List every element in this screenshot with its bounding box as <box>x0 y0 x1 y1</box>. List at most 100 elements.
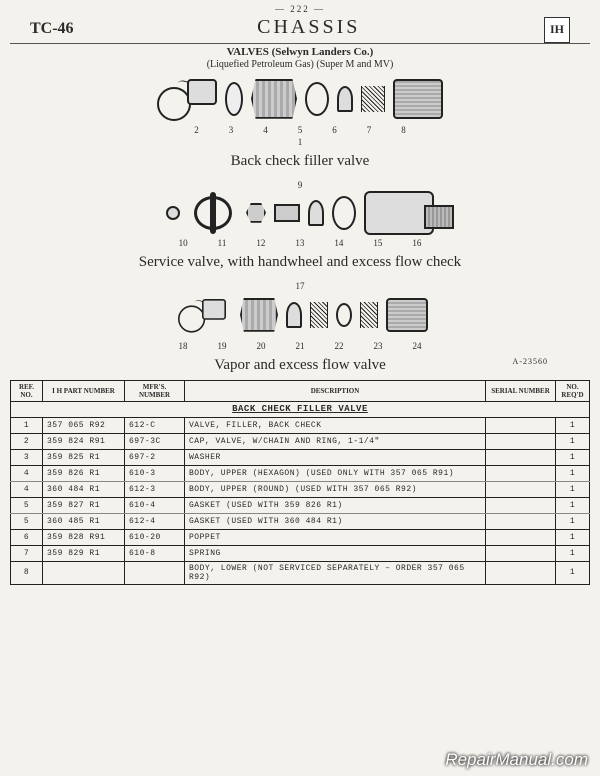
table-cell: 3 <box>11 449 43 465</box>
table-row: 1357 065 R92612-CValve, filler, back che… <box>11 417 590 433</box>
subtitle-2: (Liquefied Petroleum Gas) (Super M and M… <box>0 59 600 71</box>
cap-chain-icon <box>157 75 217 123</box>
table-cell: 1 <box>556 449 590 465</box>
table-row: 8 Body, lower (not serviced separately – … <box>11 561 590 584</box>
diagram-vapor-valve: 17 18 19 20 21 22 23 24 Vapor and excess… <box>0 275 600 374</box>
washer-icon <box>225 82 243 116</box>
table-cell: Body, lower (not serviced separately – o… <box>185 561 486 584</box>
table-cell <box>125 561 185 584</box>
table-cell: Gasket (used with 359 826 R1) <box>185 497 486 513</box>
handwheel-icon <box>188 190 238 236</box>
table-cell: 359 829 R1 <box>43 545 125 561</box>
col-reqd: No. Req'd <box>556 380 590 401</box>
table-cell <box>486 481 556 497</box>
table-section-row: BACK CHECK FILLER VALVE <box>11 401 590 417</box>
oring-icon <box>336 303 352 327</box>
poppet-icon <box>286 302 302 328</box>
table-cell: 610-4 <box>125 497 185 513</box>
table-cell: 1 <box>556 497 590 513</box>
drawing-number: A-23560 <box>513 357 548 366</box>
diagram1-label: Back check filler valve <box>20 153 580 170</box>
diagram-service-valve: 9 10 11 12 13 14 15 16 Service valve, wi… <box>0 174 600 275</box>
table-cell: 1 <box>556 529 590 545</box>
subtitle-1: VALVES (Selwyn Landers Co.) <box>0 46 600 59</box>
table-cell: 360 484 R1 <box>43 481 125 497</box>
table-cell: Washer <box>185 449 486 465</box>
table-cell: 1 <box>556 545 590 561</box>
nut-icon <box>246 203 266 223</box>
page-number: — 222 — <box>0 0 600 14</box>
spring-icon <box>360 302 378 328</box>
table-cell: 359 827 R1 <box>43 497 125 513</box>
table-cell: 357 065 R92 <box>43 417 125 433</box>
watermark: RepairManual.com <box>445 750 588 770</box>
diagram3-callouts: 18 19 20 21 22 23 24 <box>20 341 580 351</box>
col-serial: Serial Number <box>486 380 556 401</box>
table-cell <box>486 529 556 545</box>
table-header-row: Ref. No. I H Part Number Mfr's. Number D… <box>11 380 590 401</box>
table-cell: Spring <box>185 545 486 561</box>
table-cell: 359 826 R1 <box>43 465 125 481</box>
table-cell: 6 <box>11 529 43 545</box>
hex-body-icon <box>240 298 278 332</box>
poppet-icon <box>337 86 353 112</box>
table-row: 5360 485 R1612-4Gasket (used with 360 48… <box>11 513 590 529</box>
table-cell: 8 <box>11 561 43 584</box>
table-row: 2359 824 R91697-3CCap, valve, w/chain an… <box>11 433 590 449</box>
table-cell: 1 <box>556 513 590 529</box>
table-cell <box>486 449 556 465</box>
assembly-ref-2: 9 <box>298 180 303 190</box>
subheading: VALVES (Selwyn Landers Co.) (Liquefied P… <box>0 46 600 71</box>
table-cell: 1 <box>556 433 590 449</box>
spring-icon <box>310 302 328 328</box>
cap-chain-icon <box>178 295 226 333</box>
table-cell: 1 <box>556 465 590 481</box>
valve-body-icon <box>364 191 434 235</box>
diagram3-label: Vapor and excess flow valve A-23560 <box>20 357 580 374</box>
spring-icon <box>361 86 385 112</box>
table-cell: 610-8 <box>125 545 185 561</box>
table-cell: 4 <box>11 465 43 481</box>
doc-code: TC-46 <box>30 20 74 38</box>
table-cell <box>43 561 125 584</box>
diagram1-callouts: 2 3 4 5 6 7 8 <box>20 125 580 135</box>
table-cell <box>486 497 556 513</box>
table-cell <box>486 561 556 584</box>
table-cell: Valve, filler, back check <box>185 417 486 433</box>
table-cell <box>486 433 556 449</box>
table-cell: 5 <box>11 513 43 529</box>
table-cell: 612-4 <box>125 513 185 529</box>
table-cell: 1 <box>556 417 590 433</box>
col-ref: Ref. No. <box>11 380 43 401</box>
table-cell: Body, upper (hexagon) (used only with 35… <box>185 465 486 481</box>
gasket-icon <box>305 82 329 116</box>
table-cell: 359 828 R91 <box>43 529 125 545</box>
assembly-ref-3: 17 <box>296 281 305 291</box>
table-cell: 697-2 <box>125 449 185 465</box>
table-cell: 1 <box>556 481 590 497</box>
table-cell <box>486 513 556 529</box>
oring-icon <box>332 196 356 230</box>
table-cell: 1 <box>556 561 590 584</box>
diagram-back-check: 2 3 4 5 6 7 8 1 Back check filler valve <box>0 71 600 174</box>
table-cell: Gasket (used with 360 484 R1) <box>185 513 486 529</box>
lower-body-icon <box>393 79 443 119</box>
table-row: 3359 825 R1697-2Washer1 <box>11 449 590 465</box>
table-cell <box>486 417 556 433</box>
table-row: 7359 829 R1610-8Spring1 <box>11 545 590 561</box>
poppet-icon <box>308 200 324 226</box>
table-cell: Poppet <box>185 529 486 545</box>
table-cell: 360 485 R1 <box>43 513 125 529</box>
table-cell: Cap, valve, w/chain and ring, 1-1/4" <box>185 433 486 449</box>
col-mfr: Mfr's. Number <box>125 380 185 401</box>
col-ih-part: I H Part Number <box>43 380 125 401</box>
lower-body-icon <box>386 298 428 332</box>
table-cell: 1 <box>11 417 43 433</box>
ih-logo-icon: IH <box>544 17 570 43</box>
table-row: 6359 828 R91610-20Poppet 1 <box>11 529 590 545</box>
stem-icon <box>274 204 300 222</box>
table-cell: 610-20 <box>125 529 185 545</box>
table-row: 4359 826 R1610-3Body, upper (hexagon) (u… <box>11 465 590 481</box>
assembly-ref-1: 1 <box>298 137 303 147</box>
col-desc: Description <box>185 380 486 401</box>
